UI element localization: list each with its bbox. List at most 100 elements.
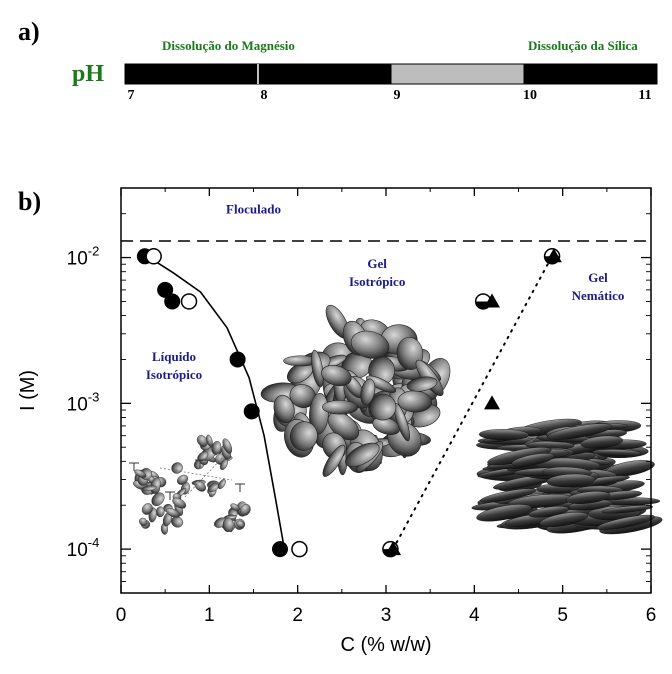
ph-tick-label: 10 — [523, 88, 537, 103]
interaction-glyph — [165, 491, 175, 500]
region-labels: Floculado Gel Isotrópico Gel Nemático Líquido… — [146, 202, 625, 382]
y-axis-ticks: 10-4 10-3 10-2 — [67, 187, 651, 594]
x-tick-label: 2 — [292, 605, 303, 626]
open-circle-point — [145, 248, 162, 265]
disc-particle — [345, 442, 380, 467]
disc-particle — [273, 394, 295, 424]
disc-particle — [369, 393, 397, 421]
ph-segment — [523, 63, 658, 85]
ph-tick-label: 7 — [128, 88, 135, 103]
y-tick-label: 10-4 — [67, 535, 100, 561]
x-axis-ticks: 0 1 2 3 4 5 6 — [116, 188, 657, 626]
region-label: Floculado — [226, 202, 281, 217]
disc-particle — [289, 421, 318, 451]
small-particle — [151, 492, 165, 507]
phase-diagram-panel: b) 0 1 2 3 4 5 6 10-4 10-3 10-2 Floculado Gel Isot… — [17, 187, 663, 656]
ph-tick-label: 11 — [638, 88, 651, 103]
filled-circle-point — [157, 281, 174, 298]
small-particle — [155, 506, 165, 518]
isotropic-gel-illustration — [260, 304, 451, 477]
isotropic-liquid-illustration — [129, 434, 251, 535]
small-particle — [230, 503, 240, 511]
panel-b-label: b) — [18, 187, 41, 216]
small-particle — [139, 517, 148, 527]
region-label: Gel Nemático — [572, 270, 625, 303]
platelet-particle — [476, 504, 532, 522]
x-tick-label: 0 — [116, 605, 127, 626]
small-particle — [165, 508, 181, 518]
disc-particle — [321, 365, 352, 387]
open-circle-point — [180, 293, 198, 310]
panel-a-label: a) — [18, 17, 40, 46]
platelet-particle — [478, 429, 529, 441]
platelet-particle — [592, 449, 642, 457]
platelet-particle — [479, 488, 537, 503]
data-points — [136, 248, 562, 558]
filled-triangle-point — [385, 541, 402, 556]
small-particle — [240, 503, 251, 516]
interaction-glyph — [129, 462, 139, 471]
disc-particle — [309, 392, 329, 435]
ph-axis-label: pH — [72, 61, 104, 87]
region-label: Líquido Isotrópico — [146, 349, 202, 382]
interaction-line — [184, 454, 226, 498]
region-label: Gel Isotrópico — [349, 256, 405, 289]
small-particle — [194, 480, 206, 492]
platelet-particle — [511, 453, 555, 467]
platelet-particle — [539, 512, 589, 528]
small-particle — [220, 459, 228, 471]
small-particle — [134, 469, 147, 478]
x-tick-label: 5 — [557, 605, 568, 626]
magnesium-dissolution-label: Dissolução do Magnésio — [162, 38, 295, 53]
y-tick-label: 10-2 — [67, 244, 100, 270]
x-axis-label: C (% w/w) — [340, 634, 431, 656]
small-particle — [141, 485, 157, 491]
ph-segment — [124, 63, 259, 85]
platelet-particle — [596, 514, 655, 530]
platelet-particle — [580, 435, 624, 449]
filled-triangle-point — [484, 395, 500, 410]
filled-triangle-point — [545, 248, 562, 263]
filled-circle-point — [164, 293, 181, 310]
disc-particle — [322, 444, 346, 477]
small-particle — [206, 434, 213, 447]
x-tick-label: 3 — [381, 605, 392, 626]
platelet-particle — [601, 505, 654, 514]
disc-particle — [350, 330, 390, 359]
interaction-glyph — [195, 459, 205, 468]
x-tick-label: 4 — [469, 605, 480, 626]
small-particle — [177, 474, 189, 485]
x-tick-label: 6 — [646, 605, 657, 626]
disc-particle — [322, 400, 359, 415]
small-particle — [141, 503, 153, 515]
small-particle — [211, 441, 222, 455]
y-tick-label: 10-3 — [67, 389, 100, 415]
interaction-glyph — [235, 483, 245, 492]
interaction-line — [159, 467, 233, 481]
nematic-gel-illustration — [471, 418, 663, 535]
filled-circle-point — [243, 403, 260, 420]
ph-bar — [124, 63, 658, 85]
small-particle — [222, 517, 234, 533]
small-particle — [207, 482, 219, 493]
platelet-particle — [528, 506, 570, 518]
platelet-particle — [546, 473, 596, 488]
filled-circle-point — [229, 351, 246, 368]
filled-triangle-point — [484, 293, 500, 308]
disc-particle — [406, 376, 438, 392]
open-circle-point — [291, 540, 308, 558]
small-particle — [172, 497, 187, 509]
disc-particle — [311, 349, 324, 388]
small-particle — [217, 479, 226, 490]
ph-tick-label: 9 — [394, 88, 401, 103]
platelet-particle — [566, 491, 611, 504]
ph-scale-panel: a) Dissolução do Magnésio Dissolução da … — [18, 17, 658, 103]
ph-tick-labels: 7 8 9 10 11 — [128, 88, 652, 103]
disc-particle — [360, 378, 376, 406]
filled-circle-point — [272, 541, 288, 558]
ph-segment — [390, 63, 525, 85]
ph-tick-label: 8 — [261, 88, 268, 103]
gel-nematic-dotted-boundary — [392, 255, 554, 551]
